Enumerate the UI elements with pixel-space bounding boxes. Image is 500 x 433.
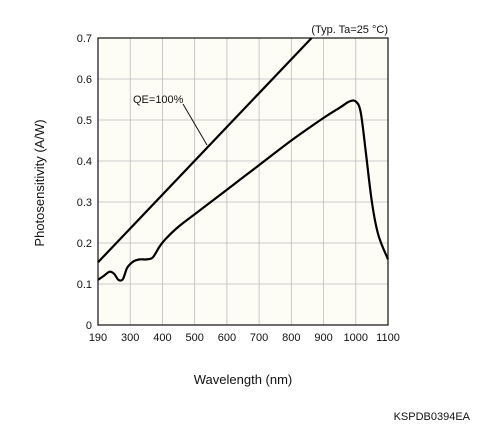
plot-border (97, 37, 389, 326)
x-tick-label: 900 (314, 332, 332, 344)
y-tick-label: 0.3 (77, 197, 92, 209)
x-tick-label: 190 (89, 332, 107, 344)
y-tick-label: 0.6 (77, 74, 92, 86)
x-tick-label: 700 (250, 332, 268, 344)
x-tick-label: 800 (282, 332, 300, 344)
y-tick-label: 0.2 (77, 238, 92, 250)
x-tick-label: 1000 (344, 332, 368, 344)
figure-code: KSPDB0394EA (394, 411, 471, 423)
plot-background (98, 38, 388, 325)
x-tick-label: 300 (121, 332, 139, 344)
y-tick-label: 0.4 (77, 156, 92, 168)
plot-frame (97, 37, 389, 326)
series-line-photosensitivity (97, 99, 390, 282)
y-tick-label: 0.5 (77, 115, 92, 127)
x-axis-title: Wavelength (nm) (194, 372, 293, 387)
qe-leader-line (182, 103, 208, 146)
series-label-qe: QE=100% (133, 94, 184, 106)
y-tick-label: 0.7 (77, 33, 92, 45)
series-line-qe100 (97, 37, 313, 264)
x-tick-label: 1100 (376, 332, 400, 344)
x-tick-label: 600 (218, 332, 236, 344)
x-tick-label: 400 (153, 332, 171, 344)
y-tick-label: 0.1 (77, 279, 92, 291)
grid (98, 38, 388, 325)
y-tick-label: 0 (86, 320, 92, 332)
tick-labels: 190 300 400 500 600 700 800 900 1000 1100 0 0.1 0.2 0… (77, 33, 400, 344)
condition-note: (Typ. Ta=25 °C) (311, 24, 388, 36)
y-axis-title: Photosensitivity (A/W) (32, 119, 47, 246)
x-tick-label: 500 (185, 332, 203, 344)
series-group (97, 37, 390, 282)
